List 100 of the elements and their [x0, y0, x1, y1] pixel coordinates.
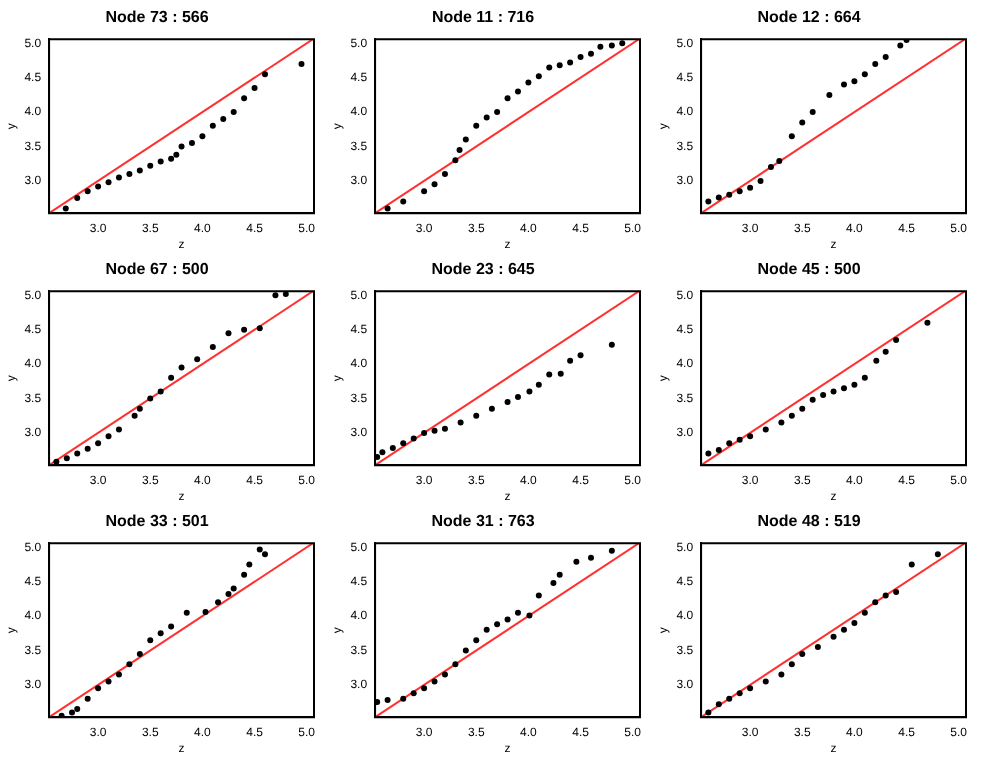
- point: [220, 115, 227, 122]
- point: [788, 412, 795, 419]
- point: [788, 661, 795, 668]
- point: [715, 194, 722, 201]
- point: [726, 191, 733, 198]
- point: [799, 650, 806, 657]
- point: [776, 157, 783, 164]
- point: [573, 558, 580, 565]
- point: [705, 450, 712, 457]
- chart-title: Node 48 : 519: [757, 512, 862, 531]
- point: [747, 433, 754, 440]
- point: [747, 184, 754, 191]
- point: [230, 109, 237, 116]
- point: [441, 171, 448, 177]
- point: [893, 589, 900, 596]
- chart-title: Node 73 : 566: [105, 8, 210, 27]
- point: [74, 705, 81, 712]
- point: [147, 637, 154, 644]
- point: [788, 133, 795, 140]
- point: [384, 697, 391, 704]
- point: [488, 405, 495, 412]
- point: [587, 50, 594, 57]
- point: [851, 619, 858, 626]
- point: [421, 188, 428, 195]
- point: [577, 54, 584, 61]
- point: [84, 188, 91, 195]
- point: [882, 592, 889, 599]
- point: [830, 388, 837, 395]
- point: [893, 337, 900, 344]
- point: [84, 695, 91, 702]
- point: [736, 188, 743, 195]
- point: [809, 396, 816, 403]
- point: [282, 291, 289, 297]
- point: [431, 181, 438, 188]
- point: [882, 54, 889, 61]
- point: [705, 198, 712, 205]
- point: [715, 447, 722, 454]
- point: [872, 60, 879, 67]
- chart-title: Node 67 : 500: [105, 260, 210, 279]
- point: [225, 591, 232, 598]
- point: [726, 695, 733, 702]
- point: [556, 62, 563, 69]
- point: [131, 412, 138, 419]
- point: [577, 352, 584, 359]
- point: [452, 661, 459, 668]
- point: [799, 405, 806, 412]
- point: [608, 547, 615, 554]
- point: [389, 445, 396, 452]
- point: [767, 164, 774, 171]
- point: [473, 412, 480, 419]
- point: [473, 122, 480, 129]
- point: [514, 609, 521, 616]
- point: [557, 370, 564, 377]
- point: [136, 167, 143, 174]
- point: [504, 95, 511, 102]
- point: [715, 701, 722, 708]
- point: [747, 685, 754, 692]
- point: [400, 695, 407, 702]
- point: [456, 146, 463, 153]
- point: [597, 43, 604, 50]
- point: [736, 690, 743, 697]
- point: [762, 678, 769, 685]
- point: [762, 426, 769, 433]
- point: [546, 371, 553, 378]
- point: [147, 395, 154, 402]
- point: [410, 690, 417, 697]
- point: [840, 81, 847, 88]
- point: [136, 405, 143, 412]
- point: [157, 630, 164, 637]
- point: [897, 42, 904, 49]
- point: [105, 433, 112, 440]
- point: [178, 364, 185, 371]
- point: [147, 162, 154, 169]
- point: [115, 174, 122, 181]
- chart-title: Node 12 : 664: [757, 8, 862, 27]
- point: [826, 91, 833, 98]
- point: [504, 616, 511, 623]
- point: [550, 580, 557, 587]
- point: [157, 388, 164, 395]
- point: [400, 198, 407, 205]
- point: [62, 205, 69, 212]
- point: [851, 78, 858, 85]
- point: [209, 343, 216, 350]
- point: [587, 554, 594, 561]
- point: [95, 440, 102, 447]
- point: [840, 385, 847, 392]
- point: [840, 626, 847, 633]
- point: [74, 450, 81, 457]
- point: [483, 114, 490, 121]
- point: [261, 71, 268, 78]
- point: [809, 109, 816, 116]
- point: [136, 650, 143, 657]
- point: [379, 449, 386, 456]
- point: [157, 158, 164, 165]
- point: [241, 326, 248, 333]
- point: [431, 427, 438, 434]
- point: [63, 455, 70, 462]
- point: [230, 585, 237, 592]
- point: [830, 633, 837, 640]
- point: [209, 122, 216, 129]
